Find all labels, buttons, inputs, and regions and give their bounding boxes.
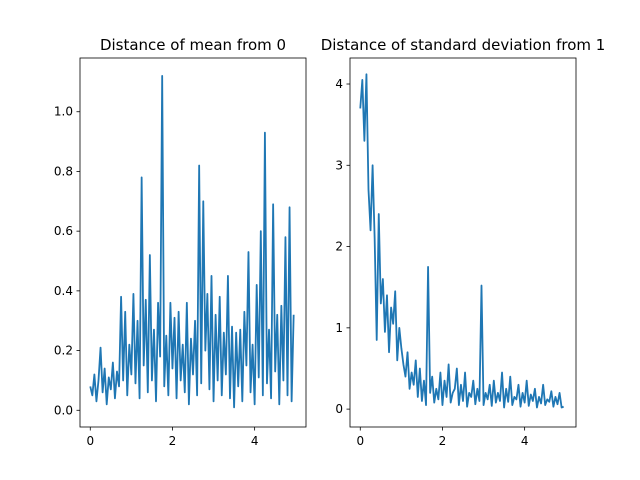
axes-mean-ytick-label: 1.0 bbox=[54, 105, 73, 119]
axes-mean-ytick-label: 0.6 bbox=[54, 224, 73, 238]
axes-std-ytick-label: 4 bbox=[335, 77, 343, 91]
axes-std-xtick-label: 2 bbox=[439, 434, 447, 448]
axes-std-xticks: 0 2 4 bbox=[356, 427, 528, 448]
axes-std-series-line-0 bbox=[359, 73, 565, 409]
axes-std-title: Distance of standard deviation from 1 bbox=[321, 36, 606, 54]
axes-std-ytick-label: 1 bbox=[335, 321, 343, 335]
axes-std: Distance of standard deviation from 1 0 2… bbox=[321, 36, 606, 448]
axes-mean-yticks: 0.0 0.2 0.4 0.6 0.8 1.0 bbox=[54, 105, 80, 417]
axes-mean-ytick-label: 0.2 bbox=[54, 344, 73, 358]
axes-std-xtick-label: 0 bbox=[356, 434, 364, 448]
axes-mean-ytick-label: 0.8 bbox=[54, 164, 73, 178]
axes-mean-ytick-label: 0.0 bbox=[54, 403, 73, 417]
axes-std-frame bbox=[349, 57, 577, 428]
axes-std-data-group bbox=[359, 73, 565, 409]
axes-mean-xtick-label: 0 bbox=[86, 434, 94, 448]
axes-mean-xticks: 0 2 4 bbox=[86, 427, 258, 448]
axes-mean-frame bbox=[79, 57, 307, 428]
axes-mean: Distance of mean from 0 0 2 4 0.0 0.2 0.4 0.6… bbox=[54, 36, 307, 448]
axes-mean-series-line-0 bbox=[89, 75, 295, 409]
axes-std-ytick-label: 0 bbox=[335, 402, 343, 416]
axes-std-yticks: 0 1 2 3 4 bbox=[335, 77, 350, 416]
axes-mean-title: Distance of mean from 0 bbox=[100, 36, 286, 54]
axes-std-ytick-label: 2 bbox=[335, 240, 343, 254]
axes-mean-xtick-label: 4 bbox=[251, 434, 259, 448]
axes-std-xtick-label: 4 bbox=[521, 434, 529, 448]
axes-mean-data-group bbox=[89, 75, 295, 409]
axes-mean-xtick-label: 2 bbox=[169, 434, 177, 448]
axes-mean-ytick-label: 0.4 bbox=[54, 284, 73, 298]
axes-std-ytick-label: 3 bbox=[335, 158, 343, 172]
